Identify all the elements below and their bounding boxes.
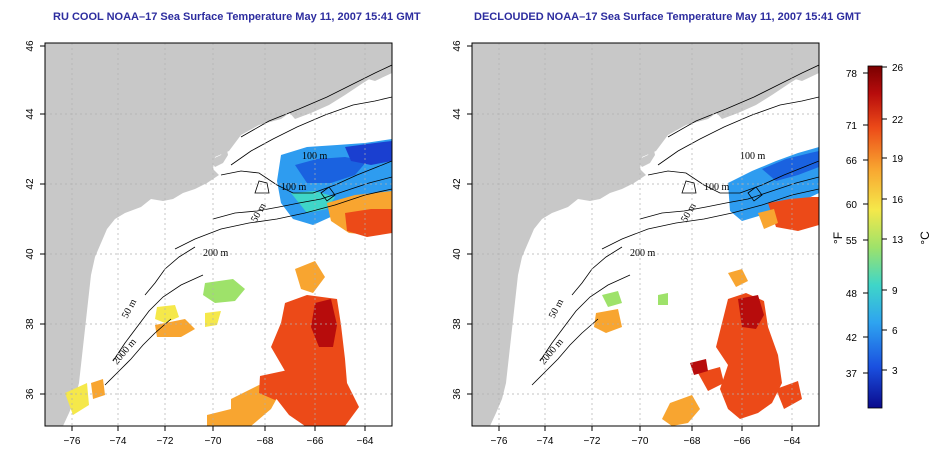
fahrenheit-tick-42: 42 xyxy=(846,333,858,344)
right-map-frame xyxy=(471,42,820,427)
right-lon-tick-6: −66 xyxy=(734,436,751,447)
left-isobaths xyxy=(104,64,392,386)
right-lon-tick-1: −76 xyxy=(491,436,508,447)
left-lat-tick-6: 36 xyxy=(25,388,36,400)
celsius-tick-13: 13 xyxy=(892,235,904,246)
fahrenheit-tick-71: 71 xyxy=(846,121,858,132)
right-contour-label-1: 100 m xyxy=(740,151,766,162)
left-lat-tick-4: 40 xyxy=(25,248,36,260)
right-lat-tick-1: 46 xyxy=(452,40,463,52)
celsius-tick-6: 6 xyxy=(892,326,898,337)
left-lon-tick-1: −76 xyxy=(64,436,81,447)
left-tick-marks xyxy=(40,45,366,431)
left-lat-tick-5: 38 xyxy=(25,318,36,330)
left-map-panel: 100 m 100 m 50 m 200 m 50 m 2000 m xyxy=(25,40,393,447)
celsius-tick-26: 26 xyxy=(892,63,904,74)
right-map-title: DECLOUDED NOAA–17 Sea Surface Temperatur… xyxy=(474,11,861,23)
right-graticule xyxy=(472,43,819,426)
right-lat-tick-4: 40 xyxy=(452,248,463,260)
fahrenheit-tick-55: 55 xyxy=(846,236,858,247)
colorbar: 78 71 66 60 55 48 42 37 26 22 19 16 13 9… xyxy=(831,63,932,409)
right-map-panel: 100 m 100 m 50 m 200 m 50 m 2000 m xyxy=(452,40,820,447)
right-lat-tick-5: 38 xyxy=(452,318,463,330)
left-lon-tick-3: −72 xyxy=(157,436,174,447)
left-contour-label-1: 100 m xyxy=(302,151,328,162)
right-lat-tick-3: 42 xyxy=(452,178,463,190)
left-lat-tick-2: 44 xyxy=(25,108,36,120)
fahrenheit-tick-48: 48 xyxy=(846,289,858,300)
celsius-tick-3: 3 xyxy=(892,366,898,377)
right-lon-tick-4: −70 xyxy=(632,436,649,447)
left-contour-label-4: 200 m xyxy=(203,248,229,259)
fahrenheit-tick-78: 78 xyxy=(846,69,858,80)
right-lon-tick-7: −64 xyxy=(784,436,801,447)
left-lat-tick-3: 42 xyxy=(25,178,36,190)
fahrenheit-tick-37: 37 xyxy=(846,369,858,380)
right-contour-label-4: 200 m xyxy=(630,248,656,259)
left-lat-tick-1: 46 xyxy=(25,40,36,52)
celsius-unit-label: °C xyxy=(918,231,932,245)
celsius-tick-16: 16 xyxy=(892,195,904,206)
celsius-tick-19: 19 xyxy=(892,154,904,165)
left-map-frame xyxy=(44,42,393,427)
left-map-title: RU COOL NOAA–17 Sea Surface Temperature … xyxy=(53,11,421,23)
right-lon-tick-5: −68 xyxy=(684,436,701,447)
left-lon-tick-4: −70 xyxy=(205,436,222,447)
right-tick-marks xyxy=(467,45,793,431)
left-lon-tick-2: −74 xyxy=(110,436,127,447)
fahrenheit-tick-66: 66 xyxy=(846,156,858,167)
left-graticule xyxy=(45,43,392,426)
left-lon-tick-7: −64 xyxy=(357,436,374,447)
right-lon-tick-3: −72 xyxy=(584,436,601,447)
right-contour-label-2: 100 m xyxy=(704,182,730,193)
colorbar-ticks xyxy=(863,66,887,374)
right-lat-tick-2: 44 xyxy=(452,108,463,120)
celsius-tick-9: 9 xyxy=(892,286,898,297)
left-contour-label-2: 100 m xyxy=(281,182,307,193)
celsius-tick-22: 22 xyxy=(892,115,904,126)
right-lon-tick-2: −74 xyxy=(537,436,554,447)
left-lon-tick-5: −68 xyxy=(257,436,274,447)
left-lon-tick-6: −66 xyxy=(307,436,324,447)
fahrenheit-unit-label: °F xyxy=(831,232,845,244)
right-lat-tick-6: 36 xyxy=(452,388,463,400)
colorbar-gradient xyxy=(867,65,883,409)
fahrenheit-tick-60: 60 xyxy=(846,200,858,211)
